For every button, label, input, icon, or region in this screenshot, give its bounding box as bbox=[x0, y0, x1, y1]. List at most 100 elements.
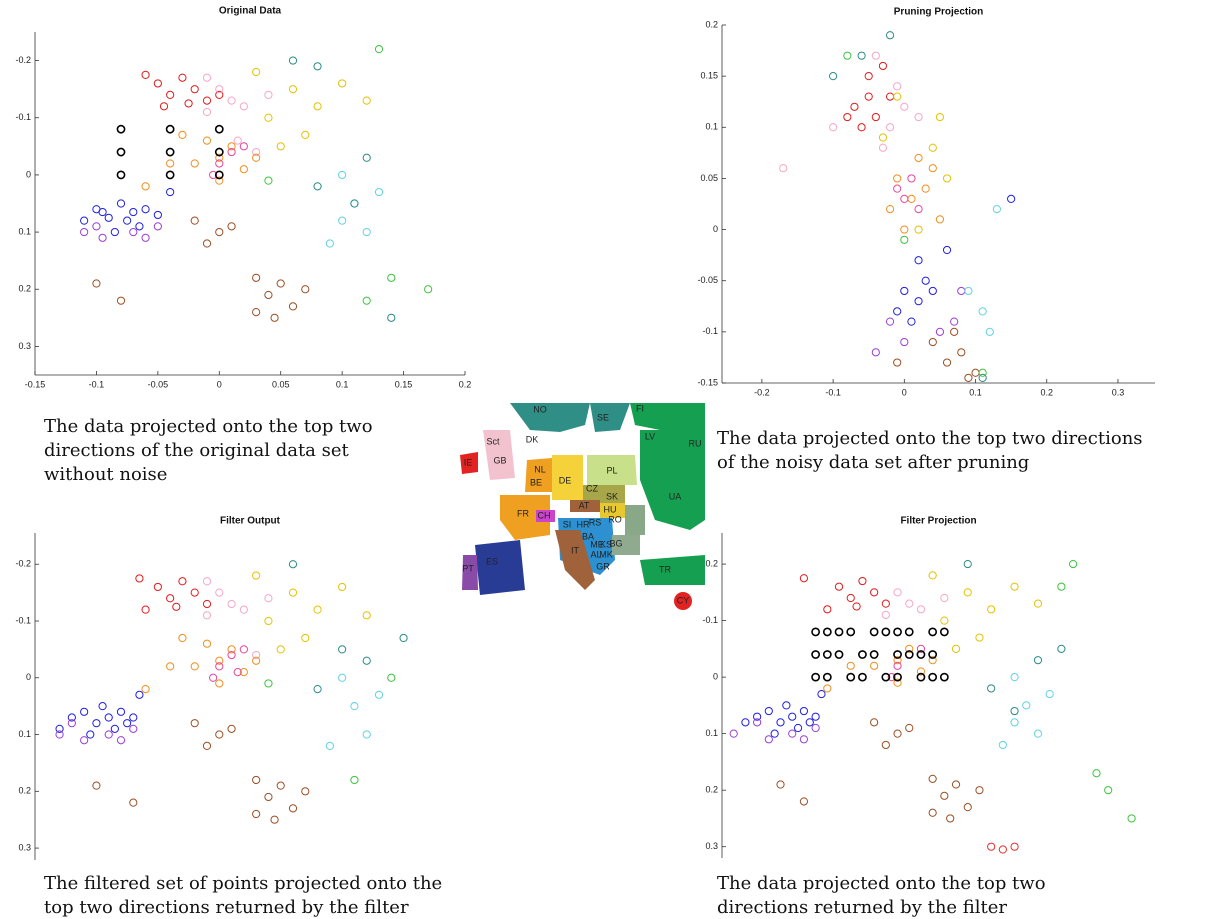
scatter-point bbox=[325, 741, 334, 750]
scatter-point bbox=[940, 791, 949, 800]
scatter-point bbox=[190, 216, 199, 225]
scatter-point bbox=[893, 184, 902, 193]
scatter-point bbox=[928, 143, 937, 152]
scatter-point bbox=[264, 792, 273, 802]
y-tick-label: 0 bbox=[26, 169, 31, 179]
scatter-point bbox=[741, 718, 750, 727]
scatter-point bbox=[239, 165, 248, 174]
scatter-point bbox=[907, 317, 916, 326]
scatter-point bbox=[985, 327, 994, 336]
scatter-point bbox=[129, 207, 138, 217]
scatter-point bbox=[978, 307, 987, 316]
scatter-point bbox=[270, 815, 279, 824]
scatter-point bbox=[165, 147, 175, 157]
scatter-point bbox=[914, 205, 923, 214]
scatter-point bbox=[764, 706, 773, 716]
scatter-point bbox=[811, 712, 820, 721]
scatter-point bbox=[362, 96, 371, 105]
scatter-point bbox=[165, 124, 175, 134]
scatter-point bbox=[135, 574, 144, 583]
map-region bbox=[612, 535, 640, 555]
scatter-point bbox=[98, 207, 107, 217]
scatter-point bbox=[374, 45, 384, 54]
scatter-point bbox=[362, 656, 371, 665]
scatter-point bbox=[782, 701, 791, 710]
scatter-point bbox=[116, 707, 126, 716]
scatter-point bbox=[227, 147, 236, 157]
scatter-point bbox=[834, 650, 844, 659]
scatter-point bbox=[1033, 729, 1043, 738]
scatter-point bbox=[957, 348, 966, 357]
scatter-point bbox=[1092, 769, 1101, 778]
scatter-point bbox=[350, 199, 359, 208]
scatter-point bbox=[921, 276, 930, 285]
scatter-point bbox=[811, 723, 820, 733]
scatter-point bbox=[98, 233, 107, 242]
scatter-point bbox=[215, 85, 224, 94]
map-label: PL bbox=[606, 465, 617, 475]
scatter-point bbox=[900, 194, 909, 203]
scatter-point bbox=[779, 164, 788, 173]
scatter-point bbox=[869, 650, 879, 659]
scatter-point bbox=[805, 718, 814, 727]
scatter-point bbox=[834, 627, 844, 637]
scatter-point bbox=[338, 170, 347, 180]
scatter-point bbox=[893, 82, 902, 91]
scatter-point bbox=[1010, 673, 1019, 682]
scatter-point bbox=[227, 650, 236, 660]
scatter-point bbox=[202, 639, 212, 648]
scatter-point bbox=[935, 112, 945, 122]
scatter-point bbox=[935, 327, 945, 336]
scatter-point bbox=[215, 588, 224, 597]
scatter-point bbox=[387, 673, 396, 682]
scatter-point bbox=[870, 661, 879, 670]
map-label: CZ bbox=[586, 483, 598, 493]
scatter-point bbox=[942, 174, 952, 183]
scatter-point bbox=[900, 337, 909, 347]
scatter-point bbox=[362, 227, 371, 237]
scatter-point bbox=[928, 650, 938, 659]
scatter-point bbox=[928, 808, 937, 817]
scatter-point bbox=[900, 286, 909, 296]
scatter-point bbox=[963, 803, 972, 812]
x-tick-label: -0.2 bbox=[754, 387, 770, 397]
map-region bbox=[483, 430, 515, 480]
scatter-point bbox=[362, 153, 371, 162]
scatter-point bbox=[288, 588, 298, 597]
scatter-point bbox=[178, 633, 187, 643]
scatter-point bbox=[828, 123, 838, 132]
scatter-point bbox=[935, 215, 945, 224]
scatter-point bbox=[276, 781, 285, 790]
scatter-point bbox=[129, 713, 138, 722]
scatter-point bbox=[893, 588, 902, 597]
scatter-point bbox=[914, 153, 923, 163]
scatter-point bbox=[852, 602, 861, 611]
scatter-point bbox=[978, 368, 987, 377]
scatter-point bbox=[110, 227, 119, 237]
scatter-point bbox=[165, 170, 175, 180]
map-region bbox=[640, 555, 705, 585]
scatter-point bbox=[799, 574, 809, 583]
x-tick-label: -0.1 bbox=[825, 387, 841, 397]
scatter-point bbox=[202, 577, 212, 586]
scatter-point bbox=[858, 650, 867, 659]
caption-line: top two directions returned by the filte… bbox=[44, 897, 409, 918]
scatter-point bbox=[239, 142, 248, 151]
scatter-point bbox=[252, 147, 261, 157]
scatter-point bbox=[129, 798, 138, 807]
scatter-point bbox=[55, 724, 64, 733]
scatter-point bbox=[338, 582, 347, 592]
map-label: ME bbox=[590, 539, 604, 549]
scatter-point bbox=[963, 588, 972, 597]
scatter-point bbox=[166, 187, 175, 197]
scatter-point bbox=[858, 576, 867, 586]
scatter-point bbox=[928, 627, 938, 637]
x-tick-label: 0.15 bbox=[395, 379, 413, 389]
scatter-point bbox=[239, 667, 248, 677]
scatter-point bbox=[123, 216, 132, 225]
scatter-point bbox=[252, 571, 261, 580]
scatter-point bbox=[878, 61, 888, 71]
scatter-point bbox=[823, 684, 832, 693]
scatter-point bbox=[313, 62, 322, 71]
scatter-point bbox=[301, 633, 310, 643]
